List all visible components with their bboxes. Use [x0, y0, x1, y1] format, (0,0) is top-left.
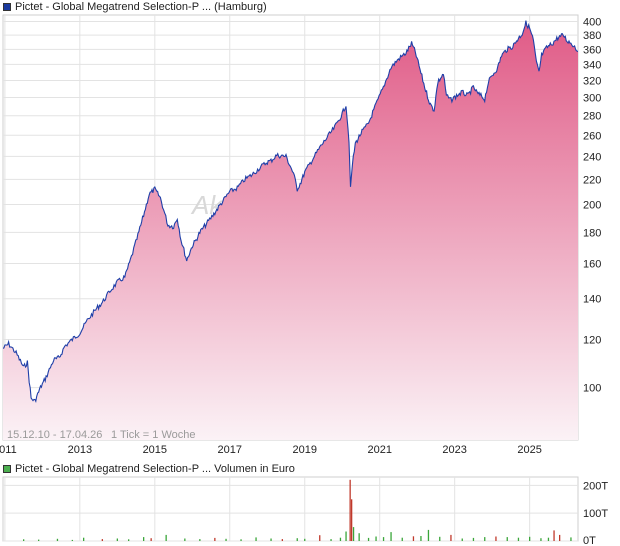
- volume-bar: [506, 537, 508, 541]
- price-x-tick-label: 2015: [143, 444, 167, 456]
- price-y-tick-label: 380: [583, 30, 601, 42]
- volume-legend: Pictet - Global Megatrend Selection-P ..…: [3, 463, 295, 475]
- volume-bar: [420, 536, 422, 541]
- volume-y-tick-label: 200T: [583, 480, 608, 492]
- volume-bar: [165, 534, 167, 541]
- volume-bar: [352, 527, 355, 541]
- price-x-tick-label: 2021: [367, 444, 391, 456]
- price-x-tick-label: 2013: [68, 444, 92, 456]
- volume-bar: [559, 534, 561, 541]
- price-x-tick-label: 2011: [0, 444, 17, 456]
- volume-bar: [427, 529, 430, 541]
- volume-bars: [23, 479, 572, 541]
- volume-bar: [255, 537, 257, 541]
- volume-bar: [339, 537, 342, 541]
- volume-bar: [225, 538, 227, 541]
- volume-bar: [367, 537, 370, 541]
- price-y-tick-label: 260: [583, 130, 601, 142]
- volume-bar: [270, 538, 272, 541]
- volume-bar: [570, 537, 572, 541]
- volume-bar: [484, 537, 486, 541]
- tick-interval-label: 1 Tick = 1 Woche: [111, 429, 195, 441]
- volume-bar: [71, 539, 73, 541]
- date-range-label: 15.12.10 - 17.04.26: [7, 429, 102, 441]
- volume-bar: [345, 531, 347, 541]
- volume-legend-label: Pictet - Global Megatrend Selection-P ..…: [15, 463, 295, 475]
- price-x-tick-label: 2025: [517, 444, 541, 456]
- volume-plot-frame: [2, 476, 579, 542]
- volume-bar: [547, 537, 550, 541]
- price-chart: Ak 1001201401601802002202402602803003203…: [0, 14, 601, 456]
- volume-bar: [450, 534, 452, 541]
- volume-bar: [240, 539, 242, 541]
- volume-bar: [390, 532, 392, 541]
- price-y-tick-label: 100: [583, 383, 601, 395]
- price-legend-label: Pictet - Global Megatrend Selection-P ..…: [15, 1, 267, 13]
- volume-bar: [319, 535, 321, 541]
- price-x-tick-label: 2017: [218, 444, 242, 456]
- price-y-tick-label: 120: [583, 334, 601, 346]
- price-y-tick-label: 200: [583, 200, 601, 212]
- volume-bar: [281, 539, 283, 541]
- volume-bar: [23, 539, 25, 541]
- volume-grid: [3, 477, 578, 542]
- volume-bar: [495, 536, 497, 541]
- volume-bar: [461, 538, 463, 541]
- volume-bar: [529, 536, 531, 541]
- volume-bar: [296, 538, 298, 541]
- volume-bar: [83, 537, 85, 541]
- price-line: [3, 20, 578, 404]
- volume-bar: [128, 539, 130, 541]
- volume-bar: [330, 539, 332, 541]
- volume-bar: [101, 539, 103, 541]
- price-y-tick-label: 140: [583, 294, 601, 306]
- price-y-tick-label: 400: [583, 17, 601, 29]
- volume-legend-swatch: [3, 465, 11, 473]
- price-y-axis: 100 120 140 160 180 200 220 240 260 280 300 320 340 3…: [583, 17, 601, 395]
- volume-bar: [517, 537, 520, 541]
- price-y-tick-label: 220: [583, 174, 601, 186]
- price-y-tick-label: 340: [583, 59, 601, 71]
- price-y-tick-label: 240: [583, 151, 601, 163]
- volume-chart: 0T 100T 200T: [2, 476, 608, 546]
- price-legend-swatch: [3, 3, 11, 11]
- volume-y-axis: 0T 100T 200T: [583, 480, 608, 546]
- volume-bar: [553, 530, 555, 541]
- price-y-tick-label: 300: [583, 92, 601, 104]
- volume-bar: [351, 499, 353, 541]
- price-y-tick-label: 280: [583, 111, 601, 123]
- volume-bar: [143, 537, 145, 541]
- volume-bar: [375, 536, 377, 541]
- volume-bar: [214, 537, 216, 541]
- price-x-tick-label: 2019: [293, 444, 317, 456]
- price-y-tick-label: 180: [583, 227, 601, 239]
- price-area: [3, 20, 578, 440]
- volume-bar: [199, 539, 201, 541]
- volume-y-tick-label: 100T: [583, 508, 608, 520]
- price-legend: Pictet - Global Megatrend Selection-P ..…: [3, 1, 267, 13]
- volume-bar: [401, 537, 403, 541]
- price-y-tick-label: 320: [583, 75, 601, 87]
- volume-bar: [439, 536, 441, 541]
- volume-bar: [349, 479, 351, 541]
- volume-bar: [412, 536, 415, 541]
- price-x-axis: 2011 2013 2015 2017 2019 2021 2023 2025: [0, 444, 542, 456]
- volume-bar: [472, 537, 475, 541]
- volume-bar: [116, 538, 118, 541]
- volume-bar: [382, 537, 385, 541]
- volume-bar: [150, 538, 152, 541]
- volume-y-tick-label: 0T: [583, 535, 596, 546]
- volume-bar: [38, 539, 40, 541]
- volume-bar: [304, 538, 306, 541]
- price-y-tick-label: 360: [583, 44, 601, 56]
- volume-bar: [358, 533, 360, 541]
- price-x-tick-label: 2023: [442, 444, 466, 456]
- volume-bar: [56, 538, 59, 541]
- price-y-tick-label: 160: [583, 258, 601, 270]
- volume-bar: [540, 538, 542, 541]
- volume-bar: [184, 538, 186, 541]
